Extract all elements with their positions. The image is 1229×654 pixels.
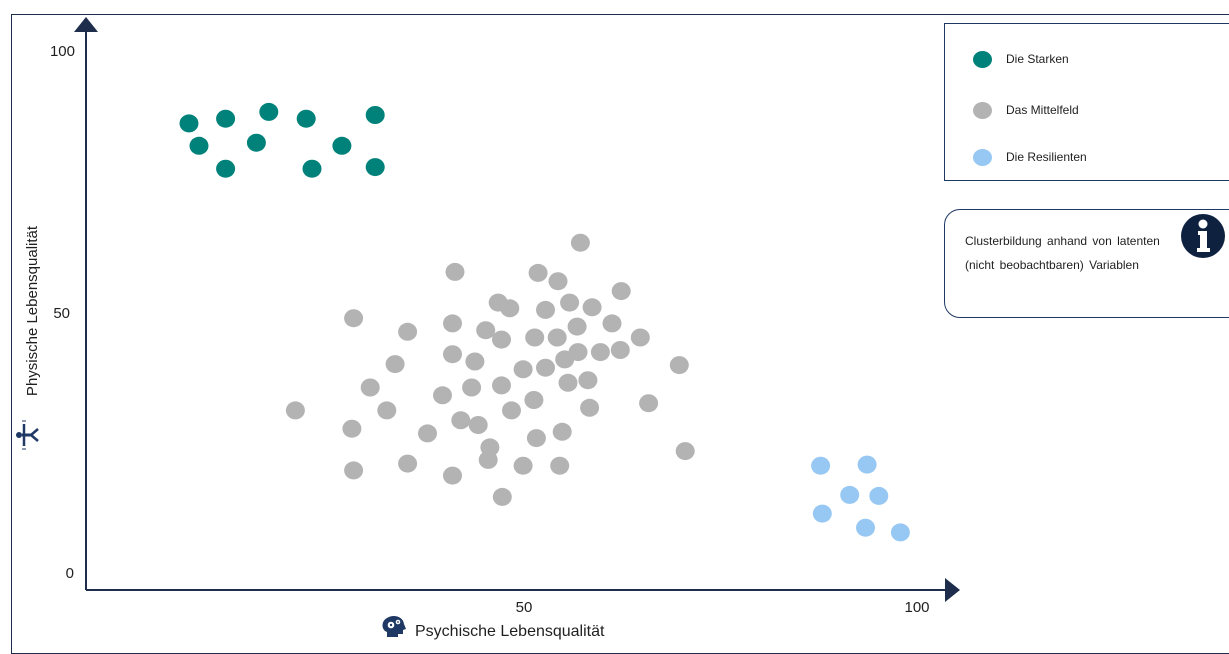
legend-label: Die Resilienten [1006,150,1087,164]
data-point-das-mittelfeld-23 [492,376,511,395]
x-axis-arrow [945,578,960,602]
y-tick-label: 0 [66,565,74,582]
mental-health-head-icon [382,616,406,637]
info-text: Clusterbildung anhand von latenten (nich… [965,234,1160,272]
data-point-die-starken-4 [246,133,266,152]
data-point-das-mittelfeld-35 [536,358,555,377]
data-point-das-mittelfeld-41 [558,373,578,392]
data-point-das-mittelfeld-4 [360,378,380,397]
data-point-das-mittelfeld-25 [492,487,512,506]
data-point-die-resilienten-3 [857,455,877,474]
data-point-das-mittelfeld-28 [513,360,533,379]
info-icon [1181,214,1225,258]
data-point-das-mittelfeld-42 [560,293,580,312]
data-point-das-mittelfeld-43 [567,317,587,336]
y-tick-label: 100 [50,43,75,60]
data-point-das-mittelfeld-24 [492,330,511,349]
data-point-die-starken-8 [332,136,352,155]
data-point-das-mittelfeld-19 [476,321,496,340]
y-axis-arrow [74,17,98,32]
data-point-die-starken-1 [189,136,209,155]
data-point-das-mittelfeld-52 [611,282,631,301]
data-point-das-mittelfeld-31 [525,328,545,347]
data-point-das-mittelfeld-14 [445,262,465,281]
data-point-das-mittelfeld-44 [568,343,588,362]
legend-item-die-resilienten: Die Resilienten [973,147,1087,167]
data-point-das-mittelfeld-36 [548,272,568,291]
data-point-die-starken-7 [302,159,322,178]
legend-label: Das Mittelfeld [1006,103,1079,117]
data-point-das-mittelfeld-48 [582,298,602,317]
data-point-das-mittelfeld-16 [462,378,482,397]
data-point-das-mittelfeld-54 [639,394,659,413]
legend-marker [973,50,992,68]
data-point-die-resilienten-1 [812,504,832,523]
data-point-das-mittelfeld-37 [547,328,567,347]
data-point-das-mittelfeld-10 [433,386,452,405]
data-point-das-mittelfeld-11 [443,314,462,333]
legend-item-die-starken: Die Starken [973,49,1069,69]
data-point-das-mittelfeld-27 [500,299,520,318]
x-tick-label: 100 [904,599,929,616]
data-point-das-mittelfeld-56 [675,442,695,461]
data-point-das-mittelfeld-8 [398,454,418,473]
data-point-die-starken-9 [365,106,385,124]
legend-marker [973,101,992,119]
data-point-das-mittelfeld-6 [385,355,405,374]
data-point-das-mittelfeld-45 [570,233,590,252]
data-point-die-starken-5 [259,102,279,121]
data-point-das-mittelfeld-55 [669,356,689,375]
data-point-die-resilienten-2 [840,485,860,504]
data-point-das-mittelfeld-21 [478,450,498,469]
data-point-das-mittelfeld-32 [526,429,546,448]
data-point-das-mittelfeld-46 [578,371,598,390]
data-point-die-starken-3 [216,159,236,178]
data-point-das-mittelfeld-12 [443,345,462,364]
x-axis-title: Psychische Lebensqualität [415,623,605,640]
data-point-das-mittelfeld-1 [344,309,364,328]
data-point-das-mittelfeld-9 [418,424,437,443]
legend-marker [973,148,992,166]
data-point-das-mittelfeld-50 [602,314,622,333]
data-point-das-mittelfeld-51 [610,341,630,359]
data-point-das-mittelfeld-39 [552,422,572,441]
data-point-das-mittelfeld-2 [342,419,362,438]
data-point-das-mittelfeld-0 [285,401,305,420]
data-point-die-resilienten-4 [856,518,875,537]
data-point-das-mittelfeld-47 [580,398,600,417]
data-point-das-mittelfeld-33 [528,263,548,282]
data-point-die-resilienten-6 [890,523,910,542]
y-axis-title: Physische Lebensqualität [24,225,41,396]
data-point-das-mittelfeld-15 [451,411,471,430]
data-point-die-starken-10 [365,158,385,177]
legend: Die Starken Das Mittelfeld Die Resilient… [944,23,1229,181]
data-point-das-mittelfeld-5 [377,401,397,420]
legend-label: Die Starken [1006,52,1069,66]
data-point-die-starken-0 [179,114,199,133]
y-tick-label: 50 [53,305,70,322]
data-point-das-mittelfeld-49 [590,343,610,362]
data-point-die-starken-2 [216,109,236,128]
data-point-das-mittelfeld-13 [443,466,462,485]
data-point-die-resilienten-0 [811,456,831,475]
data-point-das-mittelfeld-53 [630,328,650,347]
data-point-das-mittelfeld-26 [502,401,521,420]
data-point-die-starken-6 [296,109,316,128]
physical-activity-icon [16,420,39,450]
data-point-das-mittelfeld-34 [536,300,555,319]
data-point-das-mittelfeld-18 [468,416,488,434]
data-point-die-resilienten-5 [869,486,889,505]
data-points [179,102,910,542]
legend-item-das-mittelfeld: Das Mittelfeld [973,100,1079,120]
x-tick-label: 50 [516,599,533,616]
data-point-das-mittelfeld-30 [524,391,544,409]
info-box: Clusterbildung anhand von latenten (nich… [944,209,1229,318]
data-point-das-mittelfeld-38 [550,456,570,475]
data-point-das-mittelfeld-29 [513,456,533,475]
data-point-das-mittelfeld-3 [344,461,364,480]
data-point-das-mittelfeld-17 [465,352,485,371]
data-point-das-mittelfeld-7 [398,322,418,341]
